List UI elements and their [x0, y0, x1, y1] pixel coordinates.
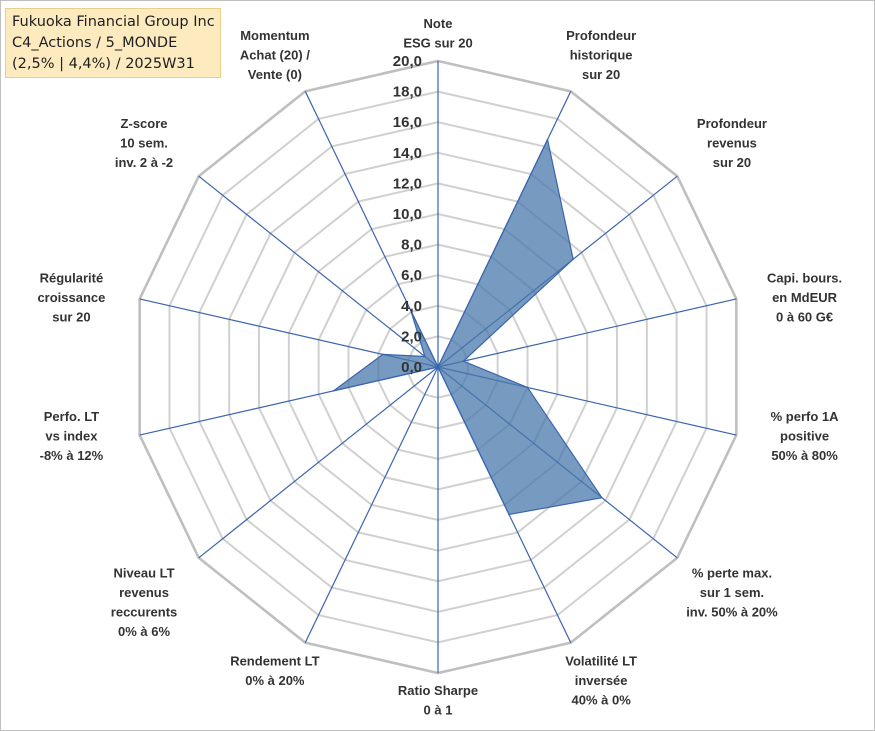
tick-label: 16,0	[393, 114, 422, 131]
data-point	[332, 390, 335, 392]
axis-labels: Note ESG sur 20 Profondeur historique sur 20…	[37, 16, 842, 718]
tick-label: 10,0	[393, 206, 422, 223]
axis-label-line: 0 à 1	[424, 703, 453, 718]
axis-label-line: Note	[424, 16, 453, 31]
chart-title-box: Fukuoka Financial Group Inc C4_Actions /…	[5, 8, 221, 78]
tick-label: 20,0	[393, 53, 422, 70]
data-point	[546, 138, 549, 141]
axis-label-line: Vente (0)	[248, 67, 302, 82]
axis-label-line: Rendement LT	[230, 654, 319, 669]
axis-label-line: 40% à 0%	[572, 693, 632, 708]
axis-label-line: 10 sem.	[120, 136, 168, 151]
axis-label-line: Capi. bours.	[767, 270, 842, 285]
radial-tick-labels: 0,0 2,0 4,0 6,0 8,0 10,0 12,0 14,0 16,0 18,0 20,0	[393, 53, 422, 376]
axis-label-line: Profondeur	[697, 116, 767, 131]
axis-label-line: sur 20	[52, 309, 90, 324]
axis-label-line: Volatilité LT	[565, 654, 637, 669]
axis-label-line: % perte max.	[692, 565, 772, 580]
data-point	[526, 386, 529, 389]
axis-label-line: reccurents	[111, 604, 177, 619]
axis-spoke	[304, 366, 439, 643]
axis-label-line: % perfo 1A	[771, 409, 840, 424]
data-point	[437, 366, 439, 368]
axis-label-line: vs index	[45, 429, 98, 444]
axis-label-line: Momentum	[240, 28, 309, 43]
radar-series	[332, 137, 603, 516]
axis-label-line: inv. 50% à 20%	[686, 604, 778, 619]
axis-label-line: Z-score	[121, 116, 168, 131]
tick-label: 12,0	[393, 175, 422, 192]
series-area	[333, 137, 603, 516]
axis-label-line: revenus	[707, 136, 757, 151]
title-category: C4_Actions / 5_MONDE	[12, 35, 178, 51]
tick-label: 4,0	[401, 298, 422, 315]
tick-label: 8,0	[401, 237, 422, 254]
axis-label-line: historique	[570, 47, 633, 62]
axis-label-line: 0 à 60 G€	[776, 309, 833, 324]
data-point	[424, 355, 426, 358]
axis-spoke	[437, 298, 737, 368]
data-point	[508, 513, 510, 516]
axis-spoke	[198, 366, 439, 559]
axis-label-line: positive	[780, 429, 829, 444]
axis-label-line: Ratio Sharpe	[398, 683, 478, 698]
axis-label-line: sur 1 sem.	[700, 585, 764, 600]
axis-label-line: Régularité	[40, 270, 104, 285]
axis-label-line: revenus	[119, 585, 169, 600]
axis-label-line: 0% à 6%	[118, 624, 170, 639]
axis-label-line: inv. 2 à -2	[115, 155, 173, 170]
tick-label: 2,0	[401, 328, 422, 345]
data-point	[462, 360, 465, 363]
axis-label-line: sur 20	[582, 67, 620, 82]
tick-label: 14,0	[393, 145, 422, 162]
axis-label-line: sur 20	[713, 155, 751, 170]
tick-label: 18,0	[393, 84, 422, 101]
axis-label-line: 0% à 20%	[245, 673, 305, 688]
data-point	[572, 258, 574, 261]
axis-label-line: Profondeur	[566, 28, 636, 43]
tick-label: 0,0	[401, 359, 422, 376]
axis-label-line: 50% à 80%	[771, 448, 838, 463]
axis-label-line: ESG sur 20	[403, 36, 472, 51]
data-point	[382, 353, 384, 356]
axis-label-line: en MdEUR	[772, 290, 838, 305]
data-point	[409, 309, 412, 312]
axis-label-line: Achat (20) /	[240, 47, 310, 62]
axis-spoke	[198, 175, 439, 368]
axis-label-line: inversée	[575, 673, 628, 688]
data-point	[601, 496, 603, 499]
axis-label-line: croissance	[37, 290, 105, 305]
title-company: Fukuoka Financial Group Inc	[12, 14, 215, 30]
tick-label: 6,0	[401, 267, 422, 284]
axis-label-line: Perfo. LT	[44, 409, 99, 424]
axis-label-line: -8% à 12%	[40, 448, 104, 463]
axis-label-line: Niveau LT	[113, 565, 174, 580]
title-period: (2,5% | 4,4%) / 2025W31	[12, 56, 195, 72]
